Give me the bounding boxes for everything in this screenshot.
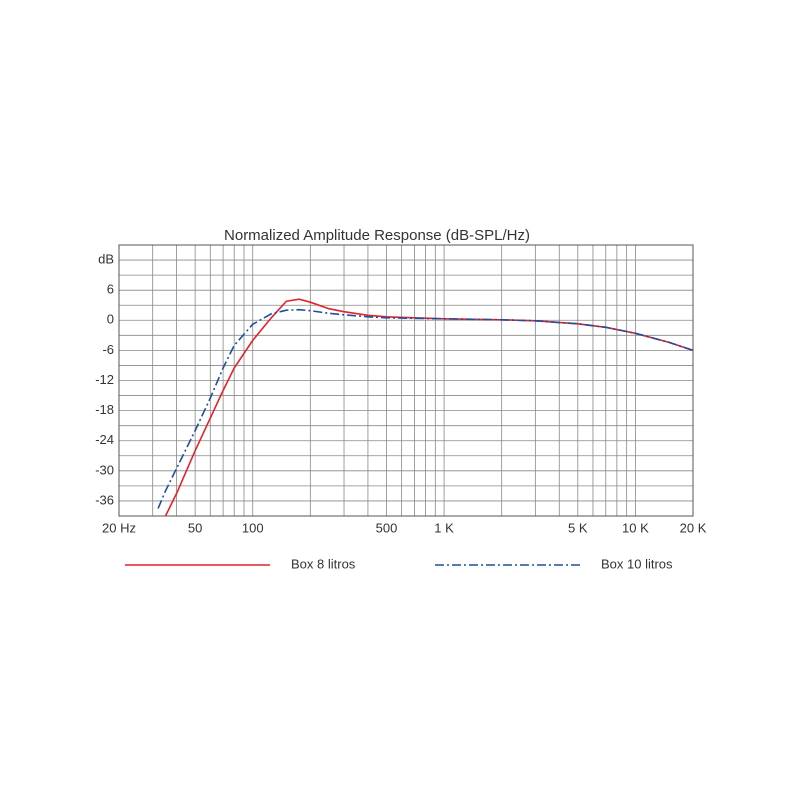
y-tick-label: -30: [95, 462, 114, 477]
y-tick-label: 0: [107, 312, 114, 327]
x-tick-label: 1 K: [434, 520, 454, 535]
chart-title: Normalized Amplitude Response (dB-SPL/Hz…: [224, 227, 530, 244]
legend-label: Box 10 litros: [601, 556, 673, 571]
y-tick-label: -18: [95, 402, 114, 417]
y-tick-label: dB: [98, 251, 114, 266]
x-tick-label: 500: [376, 520, 398, 535]
x-tick-label: 5 K: [568, 520, 588, 535]
plot-frame: [118, 244, 694, 517]
series-line: [164, 298, 693, 516]
y-tick-label: -36: [95, 492, 114, 507]
y-tick-label: -24: [95, 432, 114, 447]
x-tick-label: 10 K: [622, 520, 649, 535]
x-tick-label: 50: [188, 520, 202, 535]
y-tick-label: 6: [107, 282, 114, 297]
legend-label: Box 8 litros: [291, 556, 356, 571]
x-tick-label: 20 K: [680, 520, 707, 535]
x-tick-label: 20 Hz: [102, 520, 136, 535]
y-tick-label: -12: [95, 372, 114, 387]
y-tick-label: -6: [102, 342, 114, 357]
series-line: [157, 308, 693, 509]
x-tick-label: 100: [242, 520, 264, 535]
